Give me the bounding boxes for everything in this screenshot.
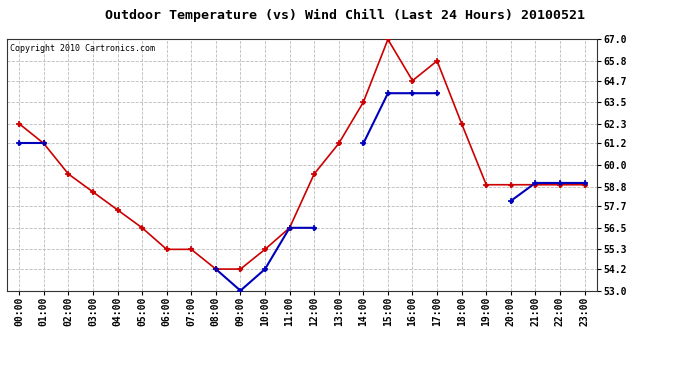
Text: Outdoor Temperature (vs) Wind Chill (Last 24 Hours) 20100521: Outdoor Temperature (vs) Wind Chill (Las… [105,9,585,22]
Text: Copyright 2010 Cartronics.com: Copyright 2010 Cartronics.com [10,44,155,53]
